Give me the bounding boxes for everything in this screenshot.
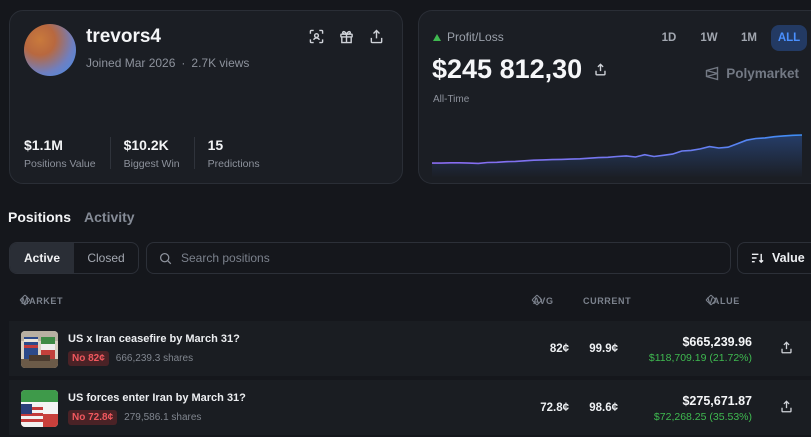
position-gain: $118,709.19 (21.72%): [648, 352, 752, 364]
current-price: 98.6¢: [589, 402, 618, 414]
pnl-value: $245 812,30: [432, 54, 607, 85]
market-title[interactable]: US forces enter Iran by March 31?: [68, 392, 246, 404]
profile-actions: [309, 29, 384, 44]
stat-value: 15: [207, 137, 224, 153]
tab-positions[interactable]: Positions: [8, 209, 72, 225]
position-value: $275,671.87: [682, 394, 752, 408]
share-icon[interactable]: [594, 63, 607, 76]
range-all[interactable]: ALL: [771, 25, 807, 51]
outcome-badge: No 72.8¢: [68, 410, 118, 425]
header-label: MARKET: [21, 296, 64, 306]
range-selector: 1D 1W 1M ALL: [651, 25, 807, 51]
avatar[interactable]: [24, 24, 76, 76]
meta-separator: ·: [181, 56, 186, 70]
header-label: AVG: [533, 296, 554, 306]
username: trevors4: [86, 26, 161, 47]
range-1m[interactable]: 1M: [741, 32, 757, 44]
market-thumbnail: [21, 390, 58, 427]
pnl-period-label: All-Time: [433, 94, 470, 105]
sort-button[interactable]: Value: [737, 242, 811, 274]
table-row[interactable]: US x Iran ceasefire by March 31? No 82¢ …: [9, 321, 811, 376]
pnl-series-line: [432, 134, 802, 165]
section-tabs: Positions Activity: [8, 209, 135, 225]
pnl-amount: $245 812,30: [432, 54, 583, 84]
stat-positions-value: $1.1M Positions Value: [24, 137, 111, 170]
view-count: 2.7K views: [191, 56, 250, 70]
share-icon[interactable]: [780, 400, 793, 413]
polymarket-logo-icon: [706, 66, 719, 81]
toggle-active[interactable]: Active: [10, 243, 74, 273]
position-gain: $72,268.25 (35.53%): [653, 411, 752, 423]
stat-label: Predictions: [207, 158, 260, 170]
pnl-chart: [432, 134, 802, 178]
stat-label: Positions Value: [24, 158, 96, 170]
joined-date: Joined Mar 2026: [86, 56, 176, 70]
brand: Polymarket: [705, 66, 799, 81]
market-title[interactable]: US x Iran ceasefire by March 31?: [68, 333, 240, 345]
position-value: $665,239.96: [682, 335, 752, 349]
sort-label: Value: [772, 251, 805, 265]
table-row[interactable]: US forces enter Iran by March 31? No 72.…: [9, 380, 811, 435]
market-subline: No 82¢ 666,239.3 shares: [68, 351, 193, 366]
avg-price: 72.8¢: [540, 402, 569, 414]
header-value[interactable]: VALUE: [705, 294, 739, 306]
sort-icon: [751, 253, 764, 264]
share-icon[interactable]: [369, 29, 384, 44]
header-label: CURRENT: [583, 296, 632, 306]
stat-biggest-win: $10.2K Biggest Win: [123, 137, 195, 170]
profile-card: trevors4 Joined Mar 2026 · 2.7K views $1.1…: [9, 10, 403, 184]
up-triangle-icon: [433, 33, 441, 41]
share-icon[interactable]: [780, 341, 793, 354]
header-market[interactable]: MARKET: [19, 294, 63, 306]
share-count: 279,586.1 shares: [124, 412, 202, 423]
search-input[interactable]: [181, 251, 701, 265]
stat-predictions: 15 Predictions: [207, 137, 274, 170]
current-price: 99.9¢: [589, 343, 618, 355]
brand-name: Polymarket: [726, 66, 799, 81]
header-label: VALUE: [707, 296, 740, 306]
scan-icon[interactable]: [309, 29, 324, 44]
pnl-label-text: Profit/Loss: [447, 30, 504, 44]
toggle-closed[interactable]: Closed: [87, 251, 125, 265]
tab-activity[interactable]: Activity: [84, 209, 135, 225]
range-1d[interactable]: 1D: [661, 32, 677, 44]
stat-value: $1.1M: [24, 137, 63, 153]
table-header: MARKET AVG CURRENT VALUE: [0, 294, 811, 308]
stat-value: $10.2K: [123, 137, 169, 153]
search-box: [146, 242, 731, 274]
pnl-card: Profit/Loss $245 812,30 All-Time 1D 1W 1…: [418, 10, 811, 184]
market-thumbnail: [21, 331, 58, 368]
profile-meta: Joined Mar 2026 · 2.7K views: [86, 56, 249, 70]
gift-icon[interactable]: [339, 29, 354, 44]
pnl-label: Profit/Loss: [433, 30, 504, 44]
profile-stats: $1.1M Positions Value $10.2K Biggest Win…: [24, 137, 287, 170]
market-subline: No 72.8¢ 279,586.1 shares: [68, 410, 201, 425]
stat-label: Biggest Win: [123, 158, 180, 170]
header-avg[interactable]: AVG: [531, 294, 553, 306]
outcome-badge: No 82¢: [68, 351, 109, 366]
search-icon: [159, 252, 172, 264]
avg-price: 82¢: [549, 343, 569, 355]
status-toggle: Active Closed: [9, 242, 139, 274]
share-count: 666,239.3 shares: [115, 353, 194, 364]
range-1w[interactable]: 1W: [700, 32, 718, 44]
